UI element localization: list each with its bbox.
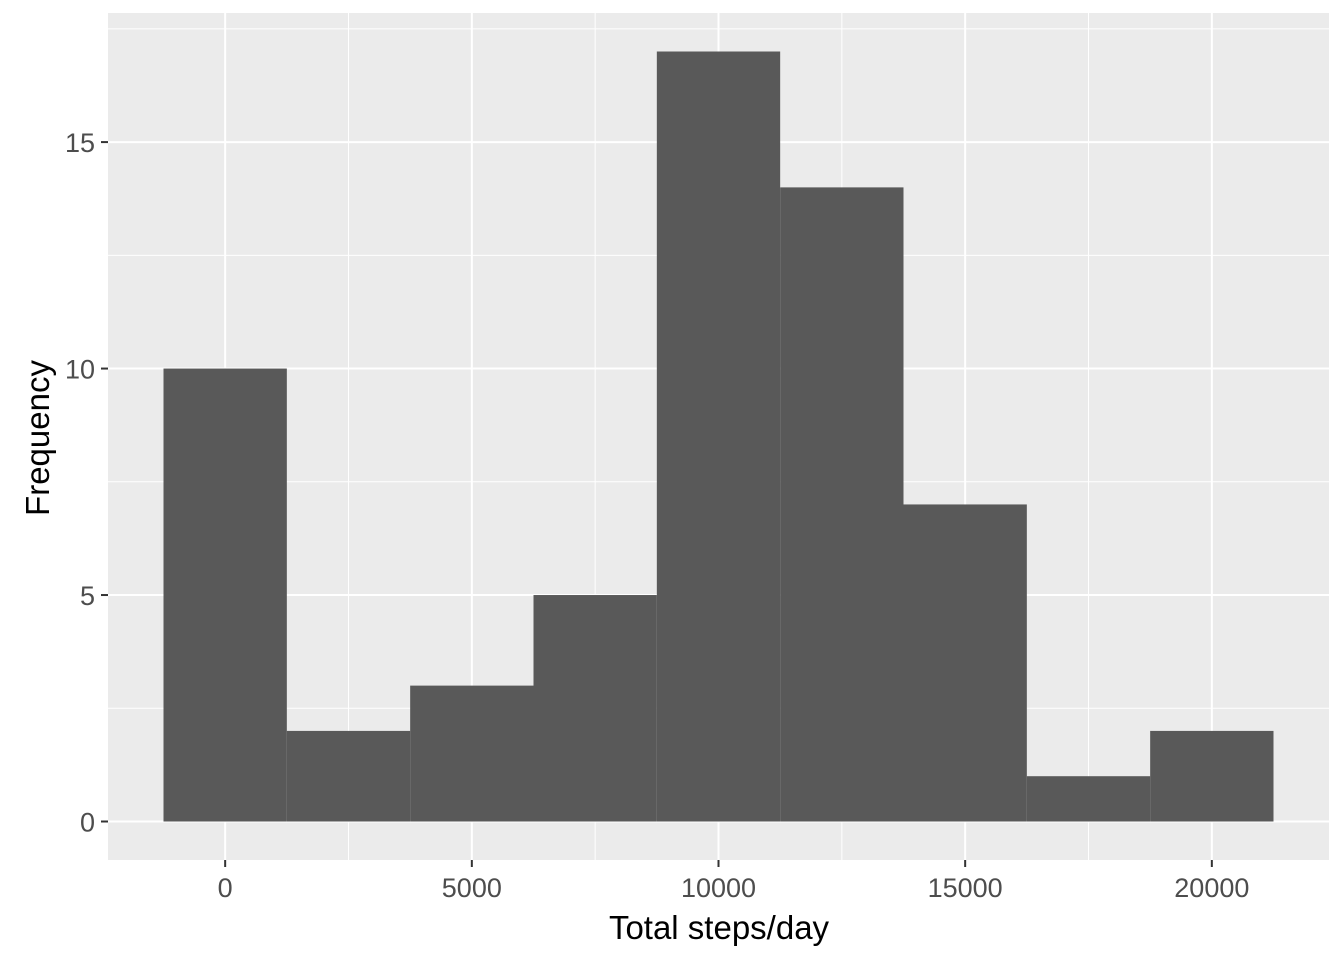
x-axis-title: Total steps/day	[609, 909, 830, 946]
y-tick-label: 15	[65, 128, 95, 158]
histogram-bar	[533, 595, 657, 822]
x-tick-label: 10000	[681, 873, 756, 903]
histogram-bar	[1026, 776, 1151, 822]
x-tick-label: 0	[218, 873, 233, 903]
y-axis: 0 5 10 15	[65, 128, 108, 838]
x-tick-label: 15000	[928, 873, 1003, 903]
y-tick-label: 10	[65, 355, 95, 385]
x-tick-label: 5000	[442, 873, 502, 903]
histogram-bar	[903, 504, 1027, 822]
histogram-bars	[163, 51, 1274, 822]
histogram-bar	[286, 730, 411, 822]
x-tick-label: 20000	[1174, 873, 1249, 903]
y-tick-label: 5	[80, 581, 95, 611]
histogram-bar	[410, 685, 534, 822]
y-axis-title: Frequency	[19, 360, 56, 516]
histogram-bar	[1150, 730, 1274, 822]
histogram-bar	[163, 368, 287, 822]
histogram-bar	[656, 51, 781, 822]
x-axis: 0 5000 10000 15000 20000	[218, 860, 1249, 903]
y-tick-label: 0	[80, 808, 95, 838]
histogram-bar	[780, 187, 904, 822]
